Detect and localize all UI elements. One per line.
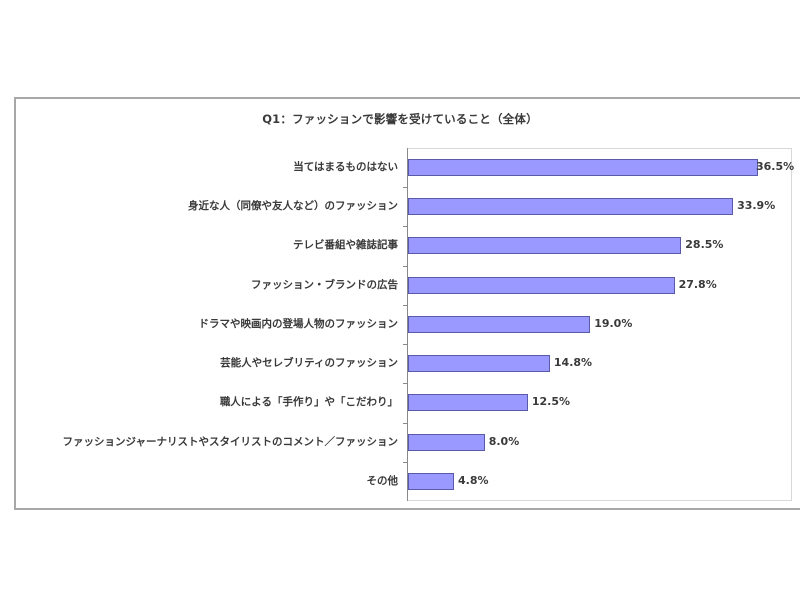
- bar-row: テレビ番組や雑誌記事 28.5%: [0, 226, 800, 265]
- bar: [408, 394, 528, 412]
- bar: [408, 198, 734, 216]
- bar: [408, 433, 485, 451]
- bar: [408, 237, 682, 255]
- category-label: ドラマや映画内の登場人物のファッション: [198, 317, 399, 330]
- value-label: 4.8%: [458, 473, 489, 487]
- bar-row: 職人による「手作り」や「こだわり」 12.5%: [0, 383, 800, 422]
- axis-tick: [403, 383, 408, 384]
- value-label: 8.0%: [488, 434, 520, 448]
- category-label: その他: [366, 474, 399, 487]
- axis-tick: [403, 226, 408, 227]
- category-label: 当てはまるものはない: [293, 161, 398, 173]
- bar-row: ファッションジャーナリストやスタイリストのコメント／ファッション 8.0%: [0, 423, 800, 462]
- value-label: 36.5%: [756, 160, 795, 173]
- bar: [408, 355, 550, 373]
- value-label: 33.9%: [737, 199, 776, 213]
- bar-row: 身近な人（同僚や友人など）のファッション 33.9%: [0, 187, 800, 226]
- value-label: 19.0%: [594, 316, 633, 330]
- axis-tick: [403, 266, 408, 267]
- bar-row: ファッション・ブランドの広告 27.8%: [0, 266, 800, 305]
- bar-row: その他 4.8%: [0, 462, 800, 501]
- axis-tick: [403, 187, 408, 188]
- category-label: ファッションジャーナリストやスタイリストのコメント／ファッション: [62, 435, 398, 448]
- bar: [408, 159, 758, 176]
- category-label: 職人による「手作り」や「こだわり」: [219, 396, 398, 409]
- value-label: 28.5%: [685, 238, 724, 252]
- chart-title: Q1：ファッションで影響を受けていること（全体）: [0, 111, 800, 127]
- bar: [408, 315, 591, 333]
- axis-tick: [403, 344, 408, 345]
- axis-tick: [403, 423, 408, 424]
- bar: [408, 276, 675, 294]
- value-label: 12.5%: [531, 395, 571, 409]
- chart-title-text: Q1：ファッションで影響を受けていること（全体）: [262, 112, 538, 126]
- bar: [408, 472, 455, 490]
- category-label: ファッション・ブランドの広告: [251, 278, 398, 291]
- bar-row: 芸能人やセレブリティのファッション 14.8%: [0, 344, 800, 383]
- category-label: 身近な人（同僚や友人など）のファッション: [188, 200, 398, 213]
- category-label: 芸能人やセレブリティのファッション: [220, 357, 398, 370]
- axis-tick: [403, 305, 408, 306]
- value-label: 27.8%: [678, 277, 717, 291]
- bar-row: ドラマや映画内の登場人物のファッション 19.0%: [0, 305, 800, 344]
- value-label: 14.8%: [553, 356, 593, 370]
- axis-tick: [403, 462, 408, 463]
- category-axis-line: [407, 148, 408, 501]
- bar-row: 当てはまるものはない 36.5%: [0, 148, 800, 187]
- plot-area: [408, 148, 792, 501]
- category-label: テレビ番組や雑誌記事: [293, 239, 398, 252]
